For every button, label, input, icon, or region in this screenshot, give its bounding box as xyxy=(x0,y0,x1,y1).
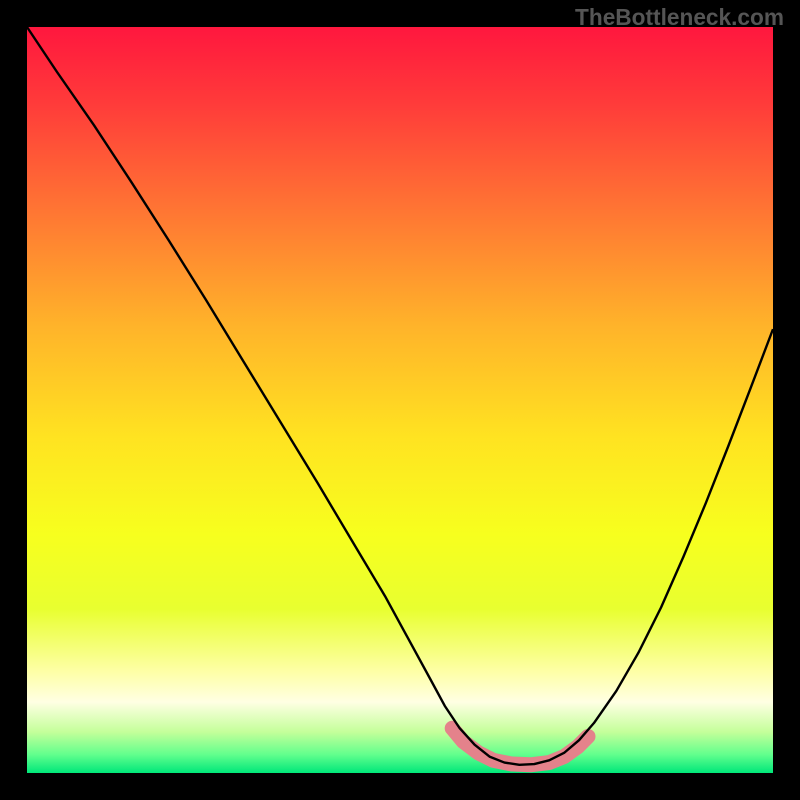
watermark-text: TheBottleneck.com xyxy=(575,4,784,31)
chart-canvas: TheBottleneck.com xyxy=(0,0,800,800)
frame-left xyxy=(0,0,27,800)
frame-bottom xyxy=(0,773,800,800)
gradient-plot-area xyxy=(27,27,773,773)
frame-right xyxy=(773,0,800,800)
